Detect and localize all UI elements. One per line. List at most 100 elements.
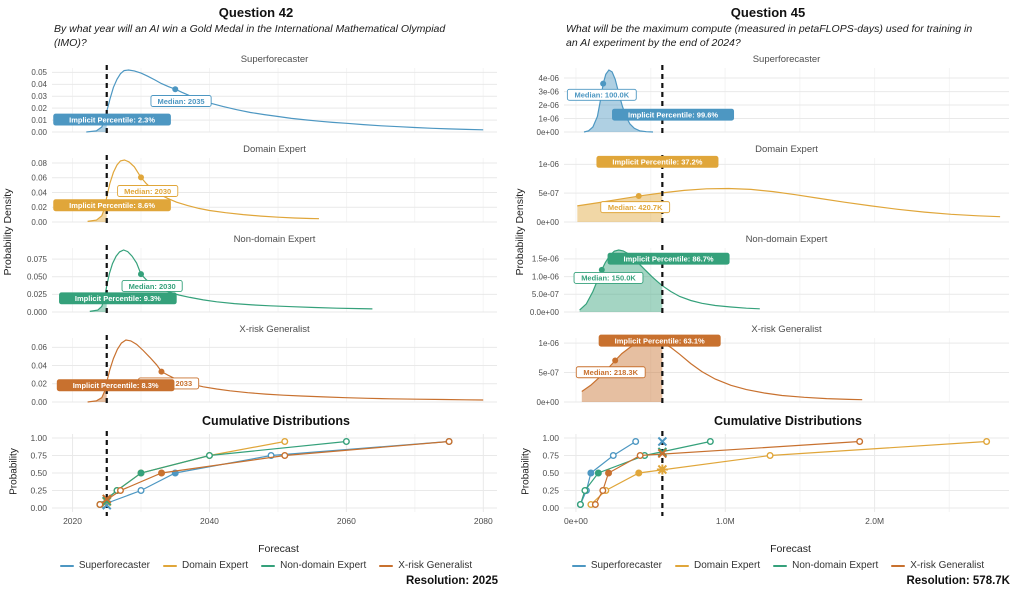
question-subtitle: By what year will an AI win a Gold Medal… xyxy=(54,23,446,49)
shaded-percentile-area xyxy=(86,111,107,133)
cdf-median-point xyxy=(594,469,602,477)
annotation-label-text: Implicit Percentile: 63.1% xyxy=(615,337,705,346)
cdf-quantile-point xyxy=(581,487,589,495)
y-tick-label: 0.025 xyxy=(27,290,48,299)
density-curve xyxy=(577,188,1001,218)
density-panel-superforecaster: 4e-06 3e-06 2e-06 1e-06 0e+00 Superforecaster… xyxy=(537,54,1009,138)
x-tick-label: 2080 xyxy=(474,516,493,526)
y-tick-label: 0.00 xyxy=(30,503,47,513)
cdf-median-point xyxy=(605,469,613,477)
y-tick-label: 0e+00 xyxy=(537,218,560,227)
cdf-quantile-point xyxy=(96,501,104,509)
cdf-median-point xyxy=(635,469,643,477)
y-tick-label: 1e-06 xyxy=(539,339,560,348)
cumulative-title: Cumulative Distributions xyxy=(202,414,350,429)
cdf-quantile-point xyxy=(116,487,124,495)
y-tick-label: 1e-06 xyxy=(539,115,560,124)
y-tick-label: 0.00 xyxy=(31,128,47,137)
panel-title: Domain Expert xyxy=(243,144,306,155)
cumulative-chart: 0e+00 1.0M 2.0M 1.00 0.75 0.50 0.25 0.00 xyxy=(512,428,1024,545)
legend-item-non_domain_expert: Non-domain Expert xyxy=(261,560,366,571)
legend-swatch xyxy=(162,564,177,567)
y-tick-label: 0.06 xyxy=(31,343,47,352)
y-tick-label: 0.02 xyxy=(31,203,47,212)
x-tick-label: 2.0M xyxy=(865,516,884,526)
x-tick-label: 2060 xyxy=(337,516,356,526)
resolution-marker-x_risk_generalist xyxy=(102,494,112,504)
panel-title: Non-domain Expert xyxy=(746,234,828,245)
y-tick-label: 0.50 xyxy=(30,468,47,478)
density-panel-superforecaster: 0.05 0.04 0.03 0.02 0.01 0.00 Superforecaster M… xyxy=(31,54,497,138)
legend-swatch xyxy=(59,564,74,567)
annotation-label-box xyxy=(575,366,646,379)
y-tick-label: 5e-07 xyxy=(539,369,560,378)
density-panel-x_risk_generalist: 1e-06 5e-07 0e+00 X-risk Generalist Median: … xyxy=(537,324,1009,408)
annotation-label-box xyxy=(53,199,171,212)
annotation-label-text: Median: 2030 xyxy=(129,282,176,291)
y-tick-label: 0.075 xyxy=(27,255,48,264)
y-tick-label: 0.08 xyxy=(31,159,47,168)
annotation-label-text: Median: 150.0K xyxy=(581,274,636,283)
y-tick-label: 0.06 xyxy=(31,174,47,183)
x-tick-label: 0e+00 xyxy=(564,516,588,526)
annotation-label-box xyxy=(573,272,644,285)
cdf-quantile-point xyxy=(609,452,617,460)
legend-swatch xyxy=(261,564,276,567)
cdf-quantile-point xyxy=(445,438,453,446)
y-tick-label: 0.50 xyxy=(542,468,559,478)
y-tick-label: 3e-06 xyxy=(539,88,560,97)
x-tick-label: 2020 xyxy=(63,516,82,526)
y-axis-label-probability: Probability xyxy=(8,448,20,495)
panel-title: Superforecaster xyxy=(241,54,309,65)
y-tick-label: 1.5e-06 xyxy=(532,255,560,264)
y-tick-label: 5.0e-07 xyxy=(532,290,560,299)
resolution-label: Resolution: 578.7K xyxy=(906,575,1010,588)
cdf-quantile-point xyxy=(137,487,145,495)
shaded-percentile-area xyxy=(87,382,107,403)
y-tick-label: 0.00 xyxy=(31,398,47,407)
x-tick-label: 2040 xyxy=(200,516,219,526)
annotation-label-box xyxy=(121,280,183,293)
density-panel-non_domain_expert: 0.075 0.050 0.025 0.000 Non-domain Expert Med… xyxy=(27,234,497,318)
density-curve xyxy=(87,339,484,403)
y-tick-label: 0.00 xyxy=(31,218,47,227)
annotation-label-box xyxy=(56,379,175,392)
cdf-quantile-point xyxy=(983,438,991,446)
y-tick-label: 5e-07 xyxy=(539,189,560,198)
panel-title: Superforecaster xyxy=(753,54,821,65)
legend-item-domain_expert: Domain Expert xyxy=(162,560,248,571)
density-panels: 4e-06 3e-06 2e-06 1e-06 0e+00 Superforecaster… xyxy=(512,52,1024,412)
cdf-quantile-point xyxy=(856,438,864,446)
y-tick-label: 0.03 xyxy=(31,92,47,101)
median-dot xyxy=(158,368,165,375)
legend-swatch xyxy=(891,564,906,567)
y-tick-label: 0.25 xyxy=(30,486,47,496)
cdf-quantile-point xyxy=(766,452,774,460)
cdf-quantile-point xyxy=(342,438,350,446)
annotation-label-box xyxy=(596,156,719,169)
annotation-label-text: Median: 2035 xyxy=(157,97,204,106)
y-tick-label: 0e+00 xyxy=(537,128,560,137)
annotation-label-box xyxy=(53,113,171,126)
density-curve xyxy=(583,69,654,133)
annotation-label-text: Implicit Percentile: 2.3% xyxy=(69,116,155,125)
shaded-percentile-area xyxy=(584,70,653,133)
y-tick-label: 0.050 xyxy=(27,273,48,282)
y-tick-label: 0.25 xyxy=(542,486,559,496)
legend-label: X-risk Generalist xyxy=(398,560,473,572)
annotation-label-box xyxy=(600,201,671,214)
annotation-label-text: Implicit Percentile: 37.2% xyxy=(612,158,702,167)
y-tick-label: 0.02 xyxy=(31,104,47,113)
median-dot xyxy=(612,357,619,364)
y-axis-label-probability: Probability xyxy=(520,448,532,495)
median-dot xyxy=(600,80,607,87)
legend-item-domain_expert: Domain Expert xyxy=(674,560,760,571)
y-axis-label-density: Probability Density xyxy=(514,188,526,276)
annotation-label-text: Median: 218.3K xyxy=(583,368,638,377)
cdf-quantile-point xyxy=(599,487,607,495)
resolution-label: Resolution: 2025 xyxy=(405,575,498,588)
y-tick-label: 0.04 xyxy=(31,362,47,371)
legend-swatch xyxy=(773,564,788,567)
y-tick-label: 0.04 xyxy=(31,189,47,198)
